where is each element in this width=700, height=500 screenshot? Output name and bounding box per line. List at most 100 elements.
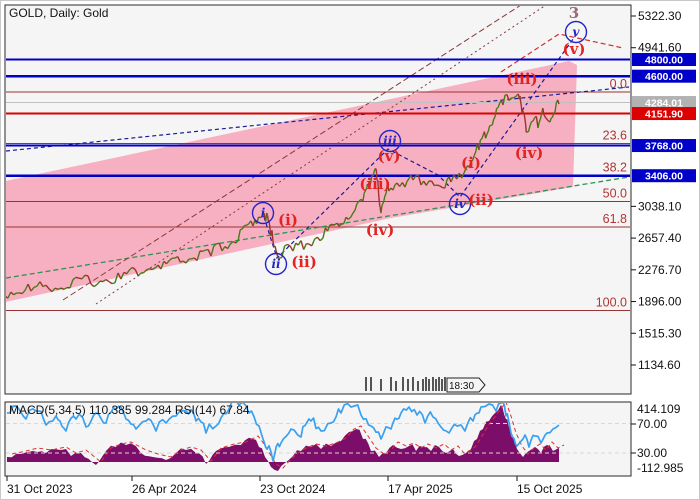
price-line-segment [350,212,354,218]
price-line-segment [33,285,38,289]
price-line-segment [456,172,460,180]
wave-label-circled: iii [383,134,397,148]
price-line-segment [237,229,241,241]
price-line-segment [382,200,385,204]
price-line-segment [137,272,142,277]
price-line-segment [490,124,493,127]
price-line-segment [266,215,270,222]
price-line-segment [549,117,552,123]
price-line-segment [232,240,237,244]
wave-label: (v) [378,147,401,165]
price-line-segment [471,155,475,161]
macd-tick-label: 414.109 [637,402,681,416]
price-line-segment [517,93,520,96]
price-line-segment [370,175,373,182]
price-line-segment [300,240,305,250]
price-line-segment [425,180,430,186]
price-line-segment [229,241,234,245]
wave-circle-icon [378,129,402,153]
price-line-segment [461,172,465,179]
price-line-segment [450,174,455,183]
price-line-segment [69,279,74,289]
price-badge-label: 4151.90 [645,109,683,121]
price-line-segment [319,237,324,242]
price-line-segment [218,243,223,252]
projection-red [500,33,624,73]
price-line-segment [163,260,168,265]
price-line-segment [504,93,508,96]
wave-label: (ii) [291,253,317,271]
wave-label: (iv) [366,221,395,239]
price-line-segment [213,243,218,247]
price-tick-label: 2276.70 [638,263,682,277]
price-line-segment [329,223,333,226]
support-green-dash [6,176,630,279]
fib-level-label: 61.8 [603,212,627,226]
price-line-segment [468,161,472,168]
price-line-segment [522,109,525,114]
price-line-segment [412,175,417,181]
price-line-segment [529,121,533,126]
price-axis: 5322.30 4941.60 3038.10 2657.40 2276.70 1896.… [631,9,696,372]
price-line-segment [494,108,498,118]
price-line-segment [108,280,113,285]
price-line-segment [263,212,266,218]
wave-circle-icon [251,201,275,225]
price-line-segment [10,291,15,296]
price-line-segment [336,222,340,227]
price-line-segment [436,184,440,187]
price-line-segment [168,257,173,262]
price-line-segment [36,281,41,287]
resistance-dashed [6,86,630,152]
price-line-segment [227,243,232,249]
price-line-segment [385,187,388,194]
price-line-segment [542,108,545,116]
price-line-segment [177,256,182,263]
price-line-segment [410,174,414,181]
price-tick-label: 4941.60 [638,41,682,55]
price-line-segment [487,125,491,132]
price-line-segment [551,112,555,118]
price-line-segment [392,184,396,191]
price-line-segment [63,286,68,290]
main-chart-overlay: 0.0 23.6 38.2 50.0 61.8 100.0 [4,4,632,395]
price-line-segment [72,276,77,281]
price-badge-label: 4600.00 [645,71,683,83]
price-line-segment [550,116,553,119]
price-line-segment [532,117,536,122]
price-line-segment [434,184,438,187]
price-line-segment [185,258,190,264]
price-line-segment [272,241,275,247]
price-line-segment [537,121,540,129]
wave-label: (i) [278,211,298,229]
price-line-segment [105,279,110,283]
price-line-segment [493,116,496,120]
price-line-segment [481,135,484,140]
price-line-segment [523,113,526,119]
price-line-segment [404,181,408,188]
price-line-segment [470,159,474,163]
price-line-segment [331,223,335,226]
price-line-segment [343,217,347,224]
wave-label-circled: v [573,25,581,39]
price-badge [632,139,696,153]
median-line-2 [95,6,546,305]
price-line-segment [431,180,435,186]
price-line-segment [239,228,243,231]
price-line-segment [255,217,260,224]
price-line-segment [210,245,215,257]
price-line-segment [506,94,510,101]
price-line-segment [417,174,422,186]
price-line-segment [292,243,297,252]
price-line-segment [246,223,250,226]
forecast-channel [6,61,577,302]
macd-panel-area[interactable] [6,400,631,471]
fib-level-label: 38.2 [603,160,627,174]
price-line-segment [146,268,150,271]
price-line-segment [84,274,89,277]
price-line-segment [102,279,107,283]
